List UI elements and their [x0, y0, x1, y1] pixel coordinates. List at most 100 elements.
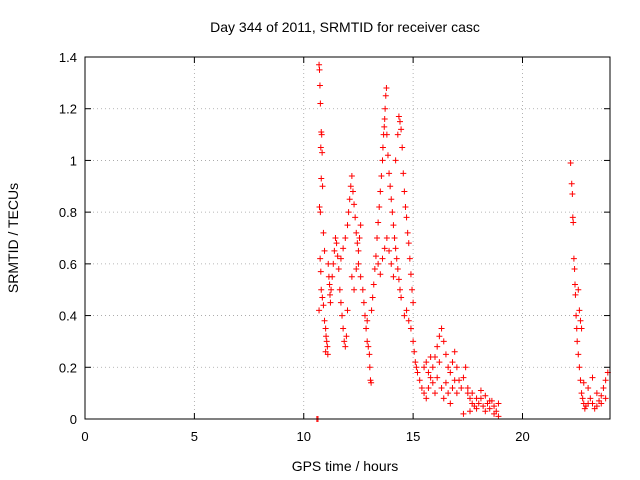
y-tick-labels: 0 0.2 0.4 0.6 0.8 1 1.2 1.4 [59, 50, 77, 427]
data-point [423, 395, 430, 402]
data-point [491, 410, 498, 417]
data-point [343, 333, 350, 340]
data-point [383, 131, 390, 138]
data-point [578, 325, 585, 332]
data-point [585, 384, 592, 391]
data-point [473, 395, 480, 402]
data-point [375, 219, 382, 226]
data-point [491, 403, 498, 410]
data-point [355, 260, 362, 267]
data-point [364, 338, 371, 345]
data-point [598, 392, 605, 399]
data-point [453, 364, 460, 371]
data-point [390, 273, 397, 280]
data-point [353, 229, 360, 236]
data-points [313, 61, 611, 422]
data-point [570, 255, 577, 262]
data-point [480, 403, 487, 410]
data-point [573, 312, 580, 319]
data-point [445, 390, 452, 397]
data-point [567, 160, 574, 167]
data-point [495, 413, 502, 420]
data-point [379, 157, 386, 164]
data-point [365, 343, 372, 350]
data-point [317, 100, 324, 107]
data-point [357, 222, 364, 229]
data-point [370, 281, 377, 288]
data-point [576, 364, 583, 371]
data-point [319, 183, 326, 190]
data-point [382, 105, 389, 112]
data-point [425, 384, 432, 391]
data-point [346, 196, 353, 203]
data-point [381, 116, 388, 123]
data-point [376, 203, 383, 210]
data-point [363, 325, 370, 332]
data-point [397, 118, 403, 125]
data-point [367, 377, 374, 384]
data-point [460, 410, 467, 417]
data-point [600, 384, 607, 391]
data-point [580, 379, 587, 386]
y-tick-label: 1.2 [59, 102, 77, 117]
data-point [406, 255, 413, 262]
data-point [316, 82, 323, 89]
data-point [316, 307, 323, 314]
data-point [388, 260, 395, 267]
data-point [460, 374, 467, 381]
data-point [388, 196, 395, 203]
data-point [436, 333, 443, 340]
y-tick-label: 0.8 [59, 205, 77, 220]
data-point [386, 247, 393, 254]
data-point [317, 255, 324, 262]
data-point [587, 395, 594, 402]
data-point [362, 312, 368, 319]
data-point [318, 131, 325, 138]
data-point [578, 390, 585, 397]
data-point [341, 338, 348, 345]
x-axis-label: GPS time / hours [292, 458, 399, 474]
data-point [320, 302, 327, 309]
data-point [379, 144, 386, 151]
data-point [458, 384, 465, 391]
data-point [375, 260, 382, 267]
data-point [447, 400, 454, 407]
data-point [366, 351, 373, 358]
data-point [593, 390, 600, 397]
data-point [348, 273, 355, 280]
data-point [434, 374, 441, 381]
data-point [353, 266, 360, 273]
data-point [322, 325, 329, 332]
data-point [436, 359, 443, 366]
data-point [462, 364, 469, 371]
data-point [321, 317, 328, 324]
data-point [344, 307, 351, 314]
data-point [356, 235, 363, 241]
data-point [357, 273, 364, 280]
data-point [366, 364, 373, 371]
y-tick-label: 0.2 [59, 360, 77, 375]
data-point [332, 235, 339, 241]
data-point [369, 294, 376, 301]
data-point [593, 403, 600, 410]
data-point [572, 291, 579, 298]
data-point [413, 364, 420, 371]
data-point [395, 276, 402, 283]
data-point [440, 395, 447, 402]
data-point [336, 286, 343, 293]
x-tick-label: 20 [515, 429, 529, 444]
data-point [387, 183, 394, 190]
data-point [575, 351, 582, 358]
data-point [571, 266, 578, 273]
data-point [316, 203, 323, 210]
data-point [464, 384, 471, 391]
data-point [352, 214, 359, 221]
data-point [427, 374, 434, 381]
data-point [386, 170, 393, 177]
data-point [383, 235, 390, 241]
data-point [451, 377, 458, 384]
data-point [394, 131, 401, 138]
data-point [407, 325, 414, 332]
data-point [486, 397, 493, 404]
data-point [602, 377, 609, 384]
